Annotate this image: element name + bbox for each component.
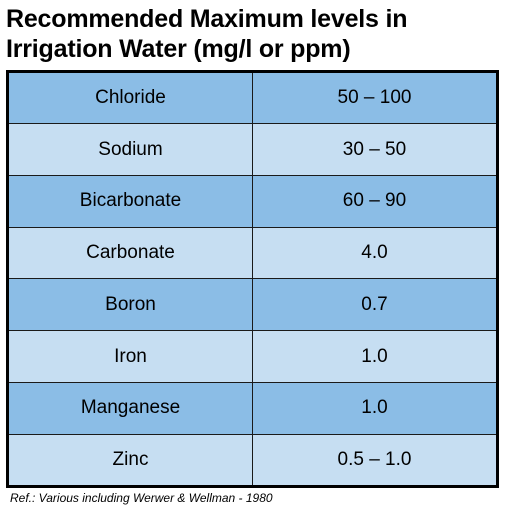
table-row: Carbonate 4.0 <box>9 226 496 280</box>
level-cell: 30 – 50 <box>252 123 496 176</box>
table-row: Sodium 30 – 50 <box>9 123 496 176</box>
level-cell: 0.7 <box>252 278 496 332</box>
table-row: Bicarbonate 60 – 90 <box>9 174 496 228</box>
level-cell: 0.5 – 1.0 <box>252 433 496 485</box>
element-cell: Carbonate <box>9 226 253 280</box>
element-cell: Iron <box>9 330 253 384</box>
element-cell: Sodium <box>9 123 253 176</box>
reference-note: Ref.: Various including Werwer & Wellman… <box>10 491 273 505</box>
table-row: Manganese 1.0 <box>9 382 496 435</box>
element-cell: Chloride <box>9 73 253 125</box>
irrigation-levels-table: Chloride 50 – 100 Sodium 30 – 50 Bicarbo… <box>6 70 499 488</box>
table-row: Boron 0.7 <box>9 278 496 332</box>
level-cell: 1.0 <box>252 330 496 384</box>
element-cell: Manganese <box>9 382 253 435</box>
levels-table-grid: Chloride 50 – 100 Sodium 30 – 50 Bicarbo… <box>9 73 496 485</box>
table-row: Iron 1.0 <box>9 330 496 384</box>
title-line-2: Irrigation Water (mg/l or ppm) <box>6 35 351 63</box>
level-cell: 50 – 100 <box>252 73 496 125</box>
table-row: Chloride 50 – 100 <box>9 73 496 125</box>
title-line-1: Recommended Maximum levels in <box>6 5 408 33</box>
level-cell: 60 – 90 <box>252 174 496 228</box>
level-cell: 4.0 <box>252 226 496 280</box>
element-cell: Bicarbonate <box>9 174 253 228</box>
element-cell: Boron <box>9 278 253 332</box>
element-cell: Zinc <box>9 433 253 485</box>
page-title: Recommended Maximum levels in Irrigation… <box>6 4 501 64</box>
level-cell: 1.0 <box>252 382 496 435</box>
table-row: Zinc 0.5 – 1.0 <box>9 433 496 485</box>
